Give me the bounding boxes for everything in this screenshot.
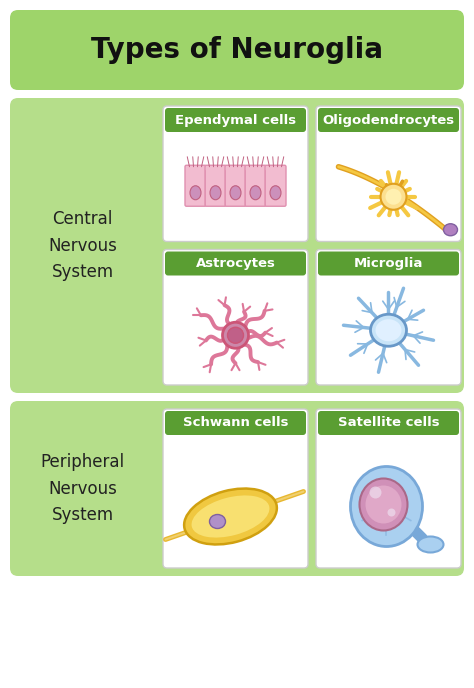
Text: Microglia: Microglia (354, 257, 423, 270)
Text: Schwann cells: Schwann cells (183, 416, 288, 429)
Ellipse shape (375, 319, 401, 341)
Text: Central
Nervous
System: Central Nervous System (48, 210, 117, 281)
FancyBboxPatch shape (225, 165, 246, 206)
Text: Peripheral
Nervous
System: Peripheral Nervous System (40, 453, 125, 524)
Ellipse shape (359, 478, 408, 530)
FancyBboxPatch shape (10, 401, 464, 576)
Ellipse shape (385, 189, 401, 205)
Ellipse shape (418, 537, 444, 552)
Ellipse shape (270, 186, 281, 200)
FancyBboxPatch shape (163, 250, 308, 385)
FancyBboxPatch shape (318, 108, 459, 132)
FancyBboxPatch shape (10, 10, 464, 90)
Ellipse shape (191, 495, 269, 537)
FancyBboxPatch shape (163, 106, 308, 241)
Ellipse shape (370, 486, 382, 499)
FancyBboxPatch shape (165, 411, 306, 435)
Ellipse shape (190, 186, 201, 200)
FancyBboxPatch shape (265, 165, 286, 206)
FancyBboxPatch shape (10, 98, 464, 393)
Ellipse shape (230, 186, 241, 200)
FancyBboxPatch shape (316, 409, 461, 568)
Ellipse shape (381, 184, 407, 210)
Ellipse shape (222, 322, 248, 348)
FancyBboxPatch shape (185, 165, 206, 206)
FancyBboxPatch shape (165, 252, 306, 275)
Text: Astrocytes: Astrocytes (196, 257, 275, 270)
Text: Satellite cells: Satellite cells (337, 416, 439, 429)
FancyBboxPatch shape (205, 165, 226, 206)
Ellipse shape (184, 488, 277, 544)
Ellipse shape (371, 314, 407, 346)
FancyBboxPatch shape (318, 252, 459, 275)
FancyBboxPatch shape (245, 165, 266, 206)
Text: Ependymal cells: Ependymal cells (175, 114, 296, 127)
Ellipse shape (228, 327, 244, 343)
Ellipse shape (444, 224, 457, 236)
Ellipse shape (210, 186, 221, 200)
FancyBboxPatch shape (318, 411, 459, 435)
FancyBboxPatch shape (165, 108, 306, 132)
Text: Types of Neuroglia: Types of Neuroglia (91, 36, 383, 64)
Text: Oligodendrocytes: Oligodendrocytes (322, 114, 455, 127)
FancyBboxPatch shape (163, 409, 308, 568)
Ellipse shape (250, 186, 261, 200)
FancyBboxPatch shape (316, 106, 461, 241)
Ellipse shape (350, 466, 422, 546)
Ellipse shape (210, 515, 226, 528)
Ellipse shape (365, 486, 401, 524)
Ellipse shape (388, 508, 395, 517)
FancyBboxPatch shape (316, 250, 461, 385)
